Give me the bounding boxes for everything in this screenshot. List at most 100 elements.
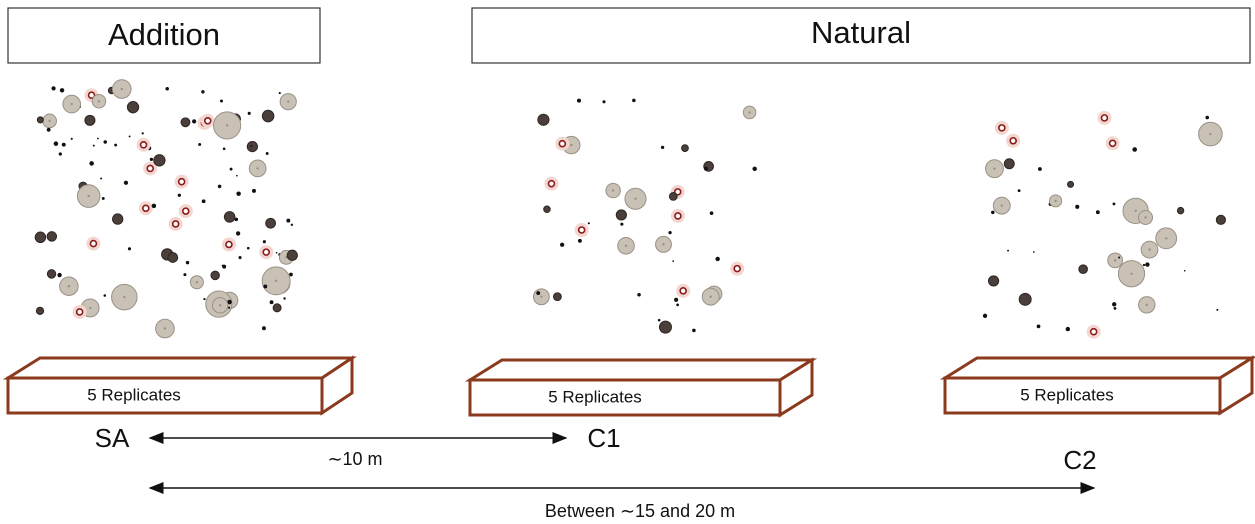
seed [1007, 249, 1009, 252]
seed [219, 99, 223, 103]
seed [1000, 204, 1003, 207]
seed [265, 217, 276, 229]
seed [615, 209, 627, 221]
seed [1033, 251, 1035, 253]
seed [1216, 308, 1219, 311]
seed [217, 184, 222, 189]
seed [34, 231, 47, 243]
plot-label: SA [95, 423, 130, 453]
seed [660, 145, 665, 150]
seed [752, 166, 757, 172]
seed [128, 135, 131, 138]
seed [218, 304, 222, 307]
seed [149, 157, 154, 161]
seed [163, 327, 167, 330]
seed [1164, 237, 1168, 240]
seed [229, 167, 233, 171]
box-label: 5 Replicates [1020, 385, 1114, 404]
seed [167, 252, 179, 263]
seed [183, 273, 187, 277]
seed [632, 98, 636, 103]
seed [1067, 180, 1075, 188]
seed [234, 217, 239, 222]
seed [991, 210, 995, 215]
seed [993, 167, 996, 170]
seed [1095, 210, 1100, 215]
seed [89, 161, 94, 166]
seed [51, 86, 56, 91]
header-box [471, 7, 1251, 64]
seed [236, 191, 241, 196]
seed [704, 166, 708, 171]
seed [177, 177, 186, 186]
seed [602, 100, 606, 104]
seed [192, 119, 197, 124]
seed [123, 295, 126, 299]
box-label: 5 Replicates [548, 387, 642, 406]
seed [674, 212, 682, 220]
seed [195, 281, 199, 284]
seed [587, 222, 590, 225]
seed [1145, 262, 1150, 267]
plot-label: C2 [1063, 445, 1096, 475]
seed [748, 111, 751, 114]
seed [1142, 263, 1146, 267]
seed [536, 291, 541, 295]
seed [1144, 216, 1147, 219]
seed [1017, 189, 1021, 193]
seed [177, 193, 181, 197]
seed [142, 204, 150, 213]
seed [679, 287, 687, 295]
seed [537, 113, 550, 126]
seed [246, 246, 250, 250]
seed [1054, 199, 1057, 203]
seed [35, 306, 45, 315]
seeds [34, 79, 1226, 339]
seed [250, 145, 253, 147]
seed [1145, 303, 1148, 307]
header: Natural [811, 15, 911, 50]
seed [256, 167, 259, 170]
seed [657, 318, 661, 322]
seed [290, 223, 294, 226]
seed [203, 116, 212, 125]
seed [668, 231, 672, 235]
seed [577, 226, 586, 234]
seed [198, 142, 202, 146]
seed [46, 269, 57, 279]
seed [620, 222, 624, 226]
seed [275, 251, 278, 254]
seed [709, 295, 712, 298]
seed [1036, 324, 1041, 329]
seed [272, 303, 282, 313]
seed [1176, 206, 1185, 215]
seed [283, 297, 286, 300]
seed [263, 284, 268, 289]
seed [48, 119, 51, 123]
seed [634, 197, 637, 200]
seed [733, 264, 741, 273]
seed [181, 207, 190, 215]
seed [89, 239, 98, 248]
seed [262, 326, 266, 331]
seed [201, 199, 206, 204]
seed [227, 306, 231, 309]
seed [46, 127, 51, 132]
seed [59, 88, 65, 93]
seed [146, 164, 155, 173]
seed [103, 140, 107, 144]
seed [153, 154, 166, 167]
header: Addition [108, 17, 220, 52]
seed [127, 247, 132, 251]
seed [274, 279, 278, 283]
seed [709, 211, 714, 215]
seed [659, 320, 672, 334]
seed [225, 124, 229, 127]
seed [1003, 158, 1015, 170]
seed [543, 205, 551, 214]
seed [58, 152, 62, 156]
seed [681, 144, 689, 153]
header-box [7, 7, 321, 64]
seed [570, 143, 573, 147]
seed [624, 244, 628, 247]
